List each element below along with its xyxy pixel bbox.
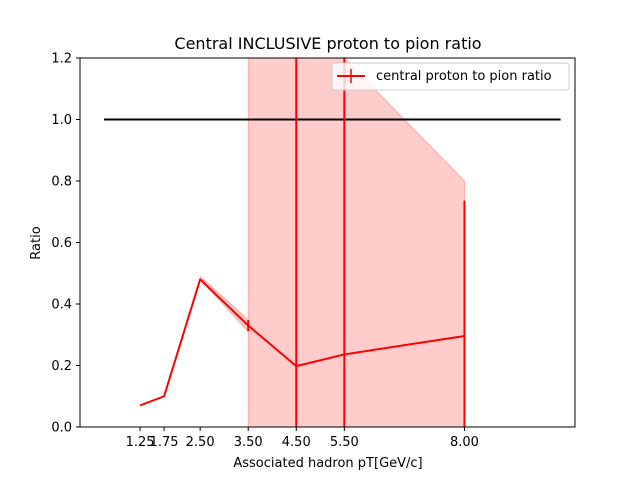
y-tick-label: 0.4 [51, 298, 72, 313]
x-tick-label: 3.50 [234, 435, 263, 450]
y-tick-label: 0.0 [51, 421, 72, 436]
legend-series-label: central proton to pion ratio [376, 69, 552, 84]
series-layer [139, 58, 466, 427]
y-tick-label: 1.0 [51, 113, 72, 128]
x-tick-label: 5.50 [330, 435, 359, 450]
x-axis-ticks: 1.251.75 2.50 3.50 4.50 5.50 8.00 [126, 427, 479, 450]
x-tick-label: 4.50 [282, 435, 311, 450]
y-axis-ticks: 0.0 0.2 0.4 0.6 0.8 1.0 1.2 [51, 52, 80, 436]
legend: central proton to pion ratio [331, 62, 570, 91]
y-tick-label: 0.8 [51, 175, 72, 190]
x-tick-label: 2.50 [186, 435, 215, 450]
y-tick-label: 1.2 [51, 52, 72, 67]
y-tick-label: 0.6 [51, 236, 72, 251]
y-axis-title: Ratio [29, 226, 44, 259]
x-tick-label: 1.25 [126, 435, 155, 450]
x-axis-title: Associated hadron pT[GeV/c] [233, 456, 422, 471]
x-tick-label: 8.00 [450, 435, 479, 450]
legend-box [331, 62, 570, 91]
x-tick-label: 1.75 [150, 435, 179, 450]
y-tick-label: 0.2 [51, 359, 72, 374]
chart-title: Central INCLUSIVE proton to pion ratio [174, 34, 481, 53]
